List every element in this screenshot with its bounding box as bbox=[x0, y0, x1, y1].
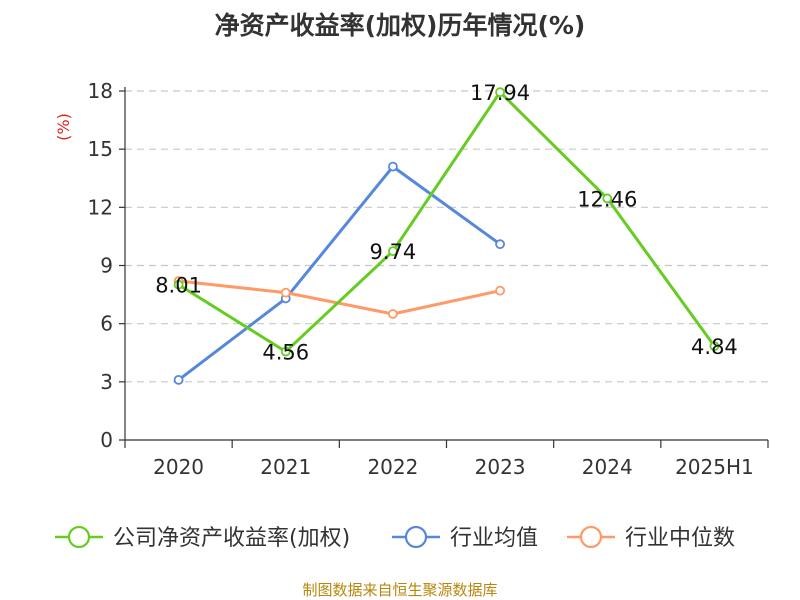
chart-title: 净资产收益率(加权)历年情况(%) bbox=[215, 11, 586, 40]
point-2-2022 bbox=[388, 309, 398, 319]
y-tick-label-0: 0 bbox=[100, 428, 113, 452]
y-tick-label-9: 9 bbox=[100, 254, 113, 278]
x-tick-label-2024: 2024 bbox=[582, 455, 633, 479]
legend-label-0: 公司净资产收益率(加权) bbox=[113, 526, 350, 551]
point-0-2023 bbox=[495, 87, 505, 98]
data-label-2022: 9.74 bbox=[370, 240, 417, 264]
series-line-2 bbox=[178, 279, 501, 316]
legend-marker-2 bbox=[579, 525, 603, 549]
point-1-2023 bbox=[495, 239, 505, 250]
y-tick-label-3: 3 bbox=[100, 370, 113, 394]
grid-lines bbox=[125, 90, 768, 383]
series-line-1 bbox=[177, 165, 501, 382]
x-tick-label-2025H1: 2025H1 bbox=[675, 455, 754, 479]
legend: 公司净资产收益率(加权) 行业均值 行业中位数 bbox=[55, 525, 735, 551]
point-0-2025H1 bbox=[709, 341, 720, 352]
data-label-2023: 17.94 bbox=[470, 81, 530, 105]
point-0-2024 bbox=[602, 193, 613, 204]
x-tick-label-2022: 2022 bbox=[367, 455, 418, 479]
point-0-2020 bbox=[173, 279, 184, 290]
point-0-2022 bbox=[388, 246, 398, 257]
y-tick-label-18: 18 bbox=[88, 79, 113, 103]
data-label-2021: 4.56 bbox=[262, 341, 309, 365]
point-1-2020 bbox=[173, 374, 184, 385]
x-tick-label-2023: 2023 bbox=[475, 455, 526, 479]
legend-marker-1 bbox=[404, 525, 428, 549]
point-1-2022 bbox=[388, 161, 398, 172]
data-labels: 8.01 4.56 9.74 17.94 12.46 4.84 bbox=[155, 81, 738, 364]
series-line-0 bbox=[177, 90, 716, 354]
x-tick-label-2020: 2020 bbox=[153, 455, 204, 479]
y-tick-label-6: 6 bbox=[100, 312, 113, 336]
point-2-2023 bbox=[495, 285, 505, 296]
point-2-2021 bbox=[280, 287, 291, 298]
y-axis-label: (%) bbox=[54, 113, 73, 141]
data-label-2025H1: 4.84 bbox=[691, 335, 738, 359]
y-tick-label-12: 12 bbox=[88, 195, 113, 219]
legend-label-2: 行业中位数 bbox=[625, 526, 735, 551]
series-lines bbox=[173, 87, 720, 385]
data-label-2024: 12.46 bbox=[577, 187, 637, 211]
y-tick-label-15: 15 bbox=[88, 137, 113, 161]
axes: 0 3 6 9 12 15 18 2020 2021 2022 2023 2024 2025H1 bbox=[88, 79, 769, 479]
data-source-note: 制图数据来自恒生聚源数据库 bbox=[302, 581, 497, 599]
x-tick-label-2021: 2021 bbox=[260, 455, 311, 479]
legend-marker-0 bbox=[67, 525, 91, 549]
data-label-2020: 8.01 bbox=[155, 274, 202, 298]
legend-label-1: 行业均值 bbox=[450, 526, 538, 551]
point-0-2021 bbox=[280, 346, 291, 357]
